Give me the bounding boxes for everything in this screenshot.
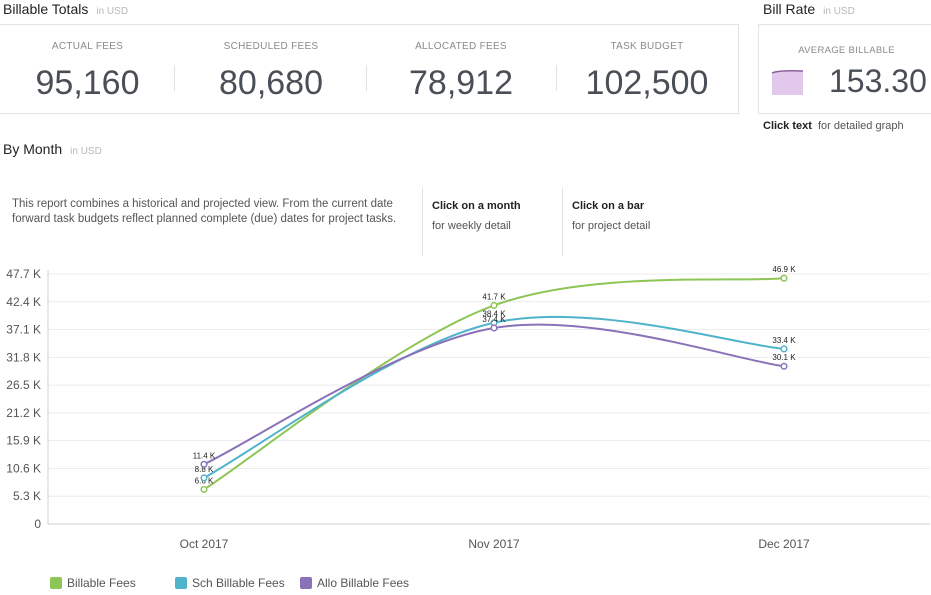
data-label: 8.8 K — [195, 465, 214, 474]
data-point — [780, 362, 788, 370]
legend-allo-billable-fees[interactable]: Allo Billable Fees — [300, 576, 409, 590]
series-line-allocated — [203, 323, 785, 466]
kpi-label: TASK BUDGET — [610, 41, 684, 52]
kpi-value: 78,912 — [409, 64, 513, 102]
monthly-fees-chart[interactable]: 0 5.3 K 10.6 K 15.9 K 21.2 K 26.5 K 31.8 K 37.1… — [0, 255, 931, 560]
y-tick-label: 5.3 K — [13, 489, 41, 503]
billable-totals-heading: Billable Totals — [3, 1, 89, 17]
hint-month-title: Click on a month — [432, 200, 521, 212]
data-point — [490, 301, 498, 309]
hint-bar-sub: for project detail — [572, 220, 651, 232]
data-label: 33.4 K — [772, 336, 796, 345]
series-line-scheduled — [203, 315, 785, 479]
kpi-label: ALLOCATED FEES — [415, 41, 507, 52]
y-tick-label: 15.9 K — [6, 434, 41, 448]
report-description: This report combines a historical and pr… — [12, 198, 397, 225]
legend-swatch — [300, 577, 312, 589]
hint-separator — [562, 188, 563, 256]
bill-rate-label: AVERAGE BILLABLE — [798, 45, 895, 56]
data-label: 37.4 K — [482, 315, 506, 324]
kpi-divider — [366, 65, 367, 91]
bill-rate-sparkline — [771, 70, 804, 95]
y-tick-label: 21.2 K — [6, 406, 41, 420]
billable-totals-title: Billable Totals in USD — [3, 1, 128, 17]
kpi-scheduled-fees[interactable]: SCHEDULED FEES 80,680 — [176, 25, 366, 113]
kpi-allocated-fees[interactable]: ALLOCATED FEES 78,912 — [366, 25, 556, 113]
y-tick-label: 0 — [34, 517, 41, 531]
bill-rate-heading: Bill Rate — [763, 1, 816, 17]
data-point — [200, 474, 208, 482]
hint-bar-title: Click on a bar — [572, 200, 645, 212]
legend-label: Billable Fees — [67, 576, 136, 590]
y-tick-label: 31.8 K — [6, 350, 41, 364]
data-label: 41.7 K — [482, 292, 506, 301]
bill-rate-title: Bill Rate in USD — [763, 1, 855, 17]
kpi-divider — [174, 65, 175, 91]
data-point — [200, 460, 208, 468]
kpi-divider — [556, 65, 557, 91]
click-text-link[interactable]: Click text — [763, 120, 812, 132]
kpi-value: 80,680 — [219, 64, 323, 102]
legend-sch-billable-fees[interactable]: Sch Billable Fees — [175, 576, 285, 590]
bill-rate-panel[interactable]: AVERAGE BILLABLE 153.30 — [758, 24, 931, 114]
bill-rate-value: 153.30 — [829, 63, 927, 99]
legend-billable-fees[interactable]: Billable Fees — [50, 576, 136, 590]
kpi-task-budget[interactable]: TASK BUDGET 102,500 — [556, 25, 738, 113]
kpi-actual-fees[interactable]: ACTUAL FEES 95,160 — [0, 25, 176, 113]
data-point — [490, 324, 498, 332]
x-tick-label: Nov 2017 — [468, 537, 520, 551]
billable-totals-panel: ACTUAL FEES 95,160 SCHEDULED FEES 80,680… — [0, 24, 739, 114]
hint-month: Click on a month for weekly detail — [432, 200, 521, 232]
hint-bar: Click on a bar for project detail — [572, 200, 650, 232]
legend-swatch — [175, 577, 187, 589]
y-tick-label: 42.4 K — [6, 295, 41, 309]
data-point — [780, 274, 788, 282]
data-point — [200, 485, 208, 493]
bill-rate-unit: in USD — [823, 6, 855, 17]
data-label: 46.9 K — [772, 265, 796, 274]
data-label: 30.1 K — [772, 353, 796, 362]
by-month-title: By Month in USD — [3, 141, 102, 157]
y-tick-label: 26.5 K — [6, 378, 41, 392]
by-month-heading: By Month — [3, 141, 63, 157]
hint-month-sub: for weekly detail — [432, 220, 511, 232]
click-text-desc: for detailed graph — [817, 120, 904, 132]
y-tick-label: 37.1 K — [6, 323, 41, 337]
hint-separator — [422, 188, 423, 256]
y-tick-label: 47.7 K — [6, 267, 41, 281]
data-label: 38.4 K — [482, 310, 506, 319]
legend-label: Sch Billable Fees — [192, 576, 285, 590]
data-point — [780, 345, 788, 353]
bill-rate-graph-link[interactable]: Click text for detailed graph — [763, 120, 904, 132]
kpi-value: 102,500 — [585, 64, 709, 102]
kpi-value: 95,160 — [35, 64, 140, 102]
kpi-label: ACTUAL FEES — [51, 41, 124, 52]
data-label: 11.4 K — [193, 451, 216, 460]
legend-swatch — [50, 577, 62, 589]
y-tick-label: 10.6 K — [6, 461, 41, 475]
legend-label: Allo Billable Fees — [317, 576, 410, 590]
x-tick-label: Oct 2017 — [180, 537, 229, 551]
kpi-label: SCHEDULED FEES — [223, 41, 319, 52]
billable-totals-unit: in USD — [96, 6, 129, 17]
x-tick-label: Dec 2017 — [758, 537, 810, 551]
by-month-unit: in USD — [70, 146, 102, 157]
